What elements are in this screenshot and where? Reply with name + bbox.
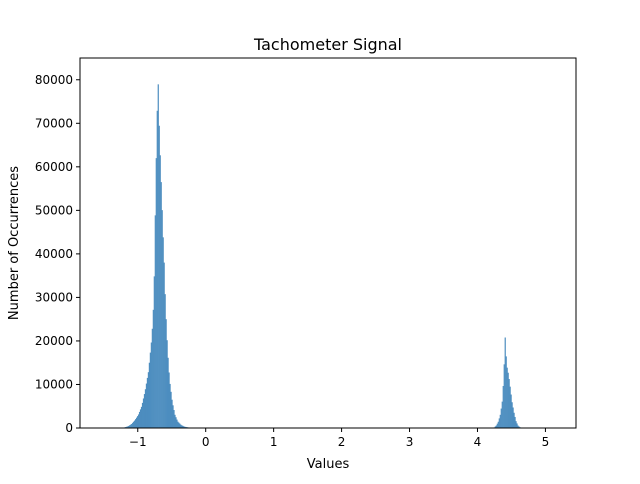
y-tick-label: 10000 [35,377,73,391]
y-axis-label: Number of Occurrences [7,166,22,320]
x-tick-label: 2 [338,435,346,449]
y-tick-label: 40000 [35,247,73,261]
y-tick-label: 50000 [35,203,73,217]
chart-title: Tachometer Signal [253,35,402,54]
y-tick-label: 70000 [35,116,73,130]
y-tick-label: 20000 [35,334,73,348]
y-tick-label: 80000 [35,73,73,87]
y-tick-label: 30000 [35,290,73,304]
x-tick-label: 5 [542,435,550,449]
x-axis-label: Values [307,457,350,472]
y-tick-label: 0 [65,421,73,435]
x-tick-label: 1 [270,435,278,449]
x-tick-label: 0 [202,435,210,449]
x-tick-label: −1 [129,435,147,449]
x-tick-label: 3 [406,435,414,449]
x-tick-label: 4 [474,435,482,449]
y-tick-label: 60000 [35,160,73,174]
